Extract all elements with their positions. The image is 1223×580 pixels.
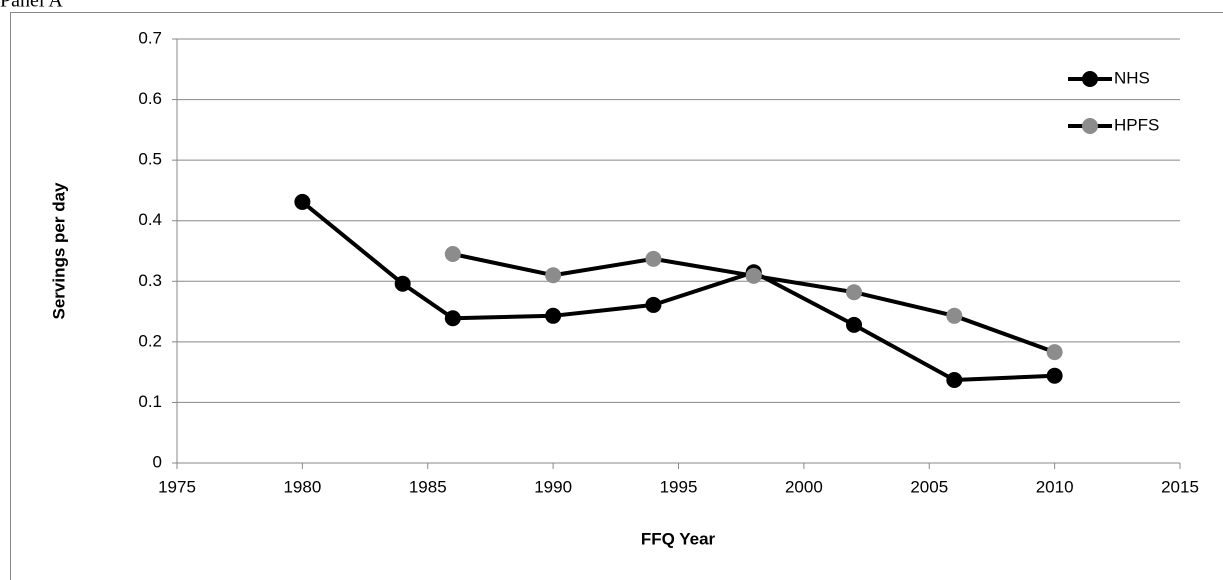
data-point [545, 267, 562, 284]
data-point [946, 372, 963, 389]
data-point [645, 296, 662, 313]
y-tick-label: 0.6 [138, 89, 162, 108]
y-tick-label: 0.3 [138, 271, 162, 290]
x-tick-label: 1975 [158, 477, 196, 496]
data-point [946, 307, 963, 324]
data-point [444, 310, 461, 327]
data-point [846, 316, 863, 333]
data-point [1046, 344, 1063, 361]
data-point [444, 246, 461, 263]
legend-marker [1082, 118, 1098, 134]
chart-border [10, 12, 1223, 580]
legend-label: HPFS [1114, 115, 1159, 134]
legend-label: NHS [1114, 68, 1150, 87]
y-tick-label: 0.1 [138, 392, 162, 411]
data-point [645, 250, 662, 267]
data-point [394, 275, 411, 292]
x-tick-label: 1980 [283, 477, 321, 496]
x-tick-label: 1995 [660, 477, 698, 496]
x-tick-label: 2000 [785, 477, 823, 496]
x-tick-label: 2015 [1161, 477, 1199, 496]
y-tick-label: 0.5 [138, 150, 162, 169]
x-tick-label: 1990 [534, 477, 572, 496]
series-line [301, 200, 1055, 383]
data-point [1046, 367, 1063, 384]
x-axis-title: FFQ Year [641, 529, 716, 548]
x-tick-label: 2010 [1036, 477, 1074, 496]
y-tick-label: 0.4 [138, 210, 162, 229]
data-point [294, 193, 311, 210]
x-tick-label: 2005 [910, 477, 948, 496]
x-tick-label: 1985 [409, 477, 447, 496]
y-tick-label: 0.7 [138, 28, 162, 47]
panel-label: Panel A [0, 0, 63, 12]
legend-marker [1082, 71, 1098, 87]
data-point [745, 267, 762, 284]
data-point [545, 307, 562, 324]
data-point [846, 284, 863, 301]
y-axis-title: Servings per day [49, 182, 68, 320]
y-tick-label: 0.2 [138, 331, 162, 350]
y-tick-label: 0 [153, 452, 162, 471]
